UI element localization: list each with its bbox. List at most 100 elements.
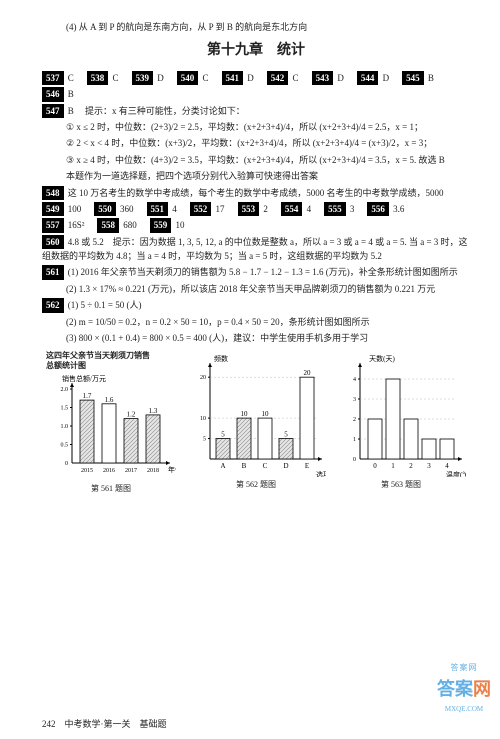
q555-ans: 3: [348, 204, 364, 214]
svg-text:2.0: 2.0: [61, 387, 69, 393]
q546-ans: B: [66, 89, 83, 99]
svg-text:A: A: [220, 462, 225, 470]
q562-num: 562: [42, 298, 64, 312]
top-note: (4) 从 A 到 P 的航向是东南方向，从 P 到 B 的航向是东北方向: [42, 20, 470, 34]
charts-row: 这四年父亲节当天剃须刀销售总额统计图 销售总额/万元年份0.51.01.52.0…: [42, 351, 470, 495]
svg-text:3: 3: [353, 397, 356, 403]
q539-ans: D: [155, 73, 173, 83]
svg-text:2016: 2016: [103, 468, 115, 474]
q541-ans: D: [245, 73, 263, 83]
q561: 561 (1) 2016 年父亲节当天剃须刀的销售额为 5.8 − 1.7 − …: [42, 265, 470, 279]
q544-ans: D: [380, 73, 398, 83]
q557-ans: 16S²: [66, 220, 94, 230]
q552-num: 552: [190, 202, 212, 216]
chart1-svg: 销售总额/万元年份0.51.01.52.001.720151.620161.22…: [46, 371, 176, 481]
q551-ans: 4: [170, 204, 186, 214]
chart1-title: 这四年父亲节当天剃须刀销售总额统计图: [46, 351, 180, 370]
q545-num: 545: [402, 71, 424, 85]
svg-text:频数: 频数: [214, 354, 228, 363]
q552-ans: 17: [213, 204, 233, 214]
svg-text:2017: 2017: [125, 468, 137, 474]
q540-num: 540: [177, 71, 199, 85]
q553-num: 553: [238, 202, 260, 216]
q543-num: 543: [312, 71, 334, 85]
q547-note: 本题作为一道选择题，把四个选项分别代入验算可快速得出答案: [66, 169, 470, 183]
q547-hint: 提示：x 有三种可能性，分类讨论如下：: [85, 106, 245, 116]
q546-num: 546: [42, 87, 64, 101]
q556-num: 556: [367, 202, 389, 216]
q553-ans: 2: [261, 204, 277, 214]
q554-ans: 4: [304, 204, 320, 214]
chart-561: 这四年父亲节当天剃须刀销售总额统计图 销售总额/万元年份0.51.01.52.0…: [42, 351, 180, 495]
q559-num: 559: [150, 218, 172, 232]
q540-ans: C: [200, 73, 217, 83]
q538-ans: C: [110, 73, 127, 83]
svg-text:1.3: 1.3: [149, 407, 158, 415]
svg-text:1.5: 1.5: [61, 405, 69, 411]
q548-num: 548: [42, 186, 64, 200]
chart2-svg: 频数选项510205A10B10C5D20E: [186, 351, 326, 477]
q548: 548 这 10 万名考生的数学中考成绩，每个考生的数学中考成绩，5000 名考…: [42, 186, 470, 200]
chapter-title: 第十九章 统计: [42, 40, 470, 62]
q541-num: 541: [222, 71, 244, 85]
q539-num: 539: [132, 71, 154, 85]
q542-ans: C: [290, 73, 307, 83]
q561-num: 561: [42, 265, 64, 279]
svg-text:B: B: [242, 462, 247, 470]
svg-text:1.6: 1.6: [105, 395, 114, 403]
svg-text:10: 10: [262, 411, 270, 419]
chart-562: 频数选项510205A10B10C5D20E 第 562 题图: [186, 351, 326, 495]
answers-row-2: 546 B: [42, 87, 470, 101]
svg-text:天数(天): 天数(天): [369, 354, 395, 363]
svg-text:0: 0: [373, 462, 377, 470]
svg-text:1.2: 1.2: [127, 410, 136, 418]
q555-num: 555: [324, 202, 346, 216]
svg-text:1: 1: [391, 462, 395, 470]
chart3-caption: 第 563 题图: [332, 479, 470, 492]
svg-text:温度(℃): 温度(℃): [446, 470, 466, 477]
chart3-svg: 天数(天)温度(℃)1234001234: [336, 351, 466, 477]
svg-text:1.0: 1.0: [61, 424, 69, 430]
q547: 547 B 提示：x 有三种可能性，分类讨论如下：: [42, 104, 470, 118]
q556-ans: 3.6: [391, 204, 414, 214]
watermark: 答案网 答案网 MXQE.COM: [434, 662, 494, 715]
q561-p1: (1) 2016 年父亲节当天剃须刀的销售额为 5.8 − 1.7 − 1.2 …: [68, 267, 458, 277]
svg-text:年份: 年份: [168, 465, 176, 474]
answers-row-1: 537 C 538 C 539 D 540 C 541 D 542 C 543 …: [42, 71, 470, 85]
svg-text:20: 20: [200, 376, 206, 382]
q560-text: 4.8 或 5.2 提示：因为数据 1, 3, 5, 12, a 的中位数是整数…: [42, 237, 468, 261]
q543-ans: D: [335, 73, 353, 83]
q549-num: 549: [42, 202, 64, 216]
page-footer: 242 中考数学·第一关 基础题: [42, 717, 167, 731]
svg-text:0.5: 0.5: [61, 442, 69, 448]
q562-p2: (2) m = 10/50 = 0.2，n = 0.2 × 50 = 10，p …: [66, 315, 470, 329]
svg-text:2015: 2015: [81, 468, 93, 474]
q560: 560 4.8 或 5.2 提示：因为数据 1, 3, 5, 12, a 的中位…: [42, 235, 470, 264]
chart1-caption: 第 561 题图: [42, 483, 180, 496]
q562: 562 (1) 5 ÷ 0.1 = 50 (人): [42, 298, 470, 312]
q562-p1: (1) 5 ÷ 0.1 = 50 (人): [68, 300, 142, 310]
q550-ans: 360: [118, 204, 143, 214]
svg-text:5: 5: [203, 437, 206, 443]
q550-num: 550: [94, 202, 116, 216]
q545-ans: B: [426, 73, 443, 83]
q561-p2: (2) 1.3 × 17% ≈ 0.221 (万元)，所以该店 2018 年父亲…: [66, 282, 470, 296]
q558-ans: 680: [121, 220, 146, 230]
svg-text:E: E: [305, 462, 309, 470]
q544-num: 544: [357, 71, 379, 85]
q559-ans: 10: [173, 220, 193, 230]
q547-num: 547: [42, 104, 64, 118]
svg-text:C: C: [263, 462, 268, 470]
watermark-domain: MXQE.COM: [434, 704, 494, 715]
svg-text:0: 0: [65, 461, 68, 467]
q548-text: 这 10 万名考生的数学中考成绩，每个考生的数学中考成绩，5000 名考生的中考…: [68, 188, 444, 198]
q551-num: 551: [147, 202, 169, 216]
chart2-caption: 第 562 题图: [186, 479, 326, 492]
q537-num: 537: [42, 71, 64, 85]
q554-num: 554: [281, 202, 303, 216]
q547-case2: ② 2 < x < 4 时，中位数：(x+3)/2，平均数：(x+2+3+4)/…: [66, 136, 470, 150]
svg-text:2018: 2018: [147, 468, 159, 474]
q547-case1: ① x ≤ 2 时，中位数：(2+3)/2 = 2.5，平均数：(x+2+3+4…: [66, 120, 470, 134]
svg-text:0: 0: [353, 457, 356, 463]
svg-text:选项: 选项: [316, 470, 326, 477]
